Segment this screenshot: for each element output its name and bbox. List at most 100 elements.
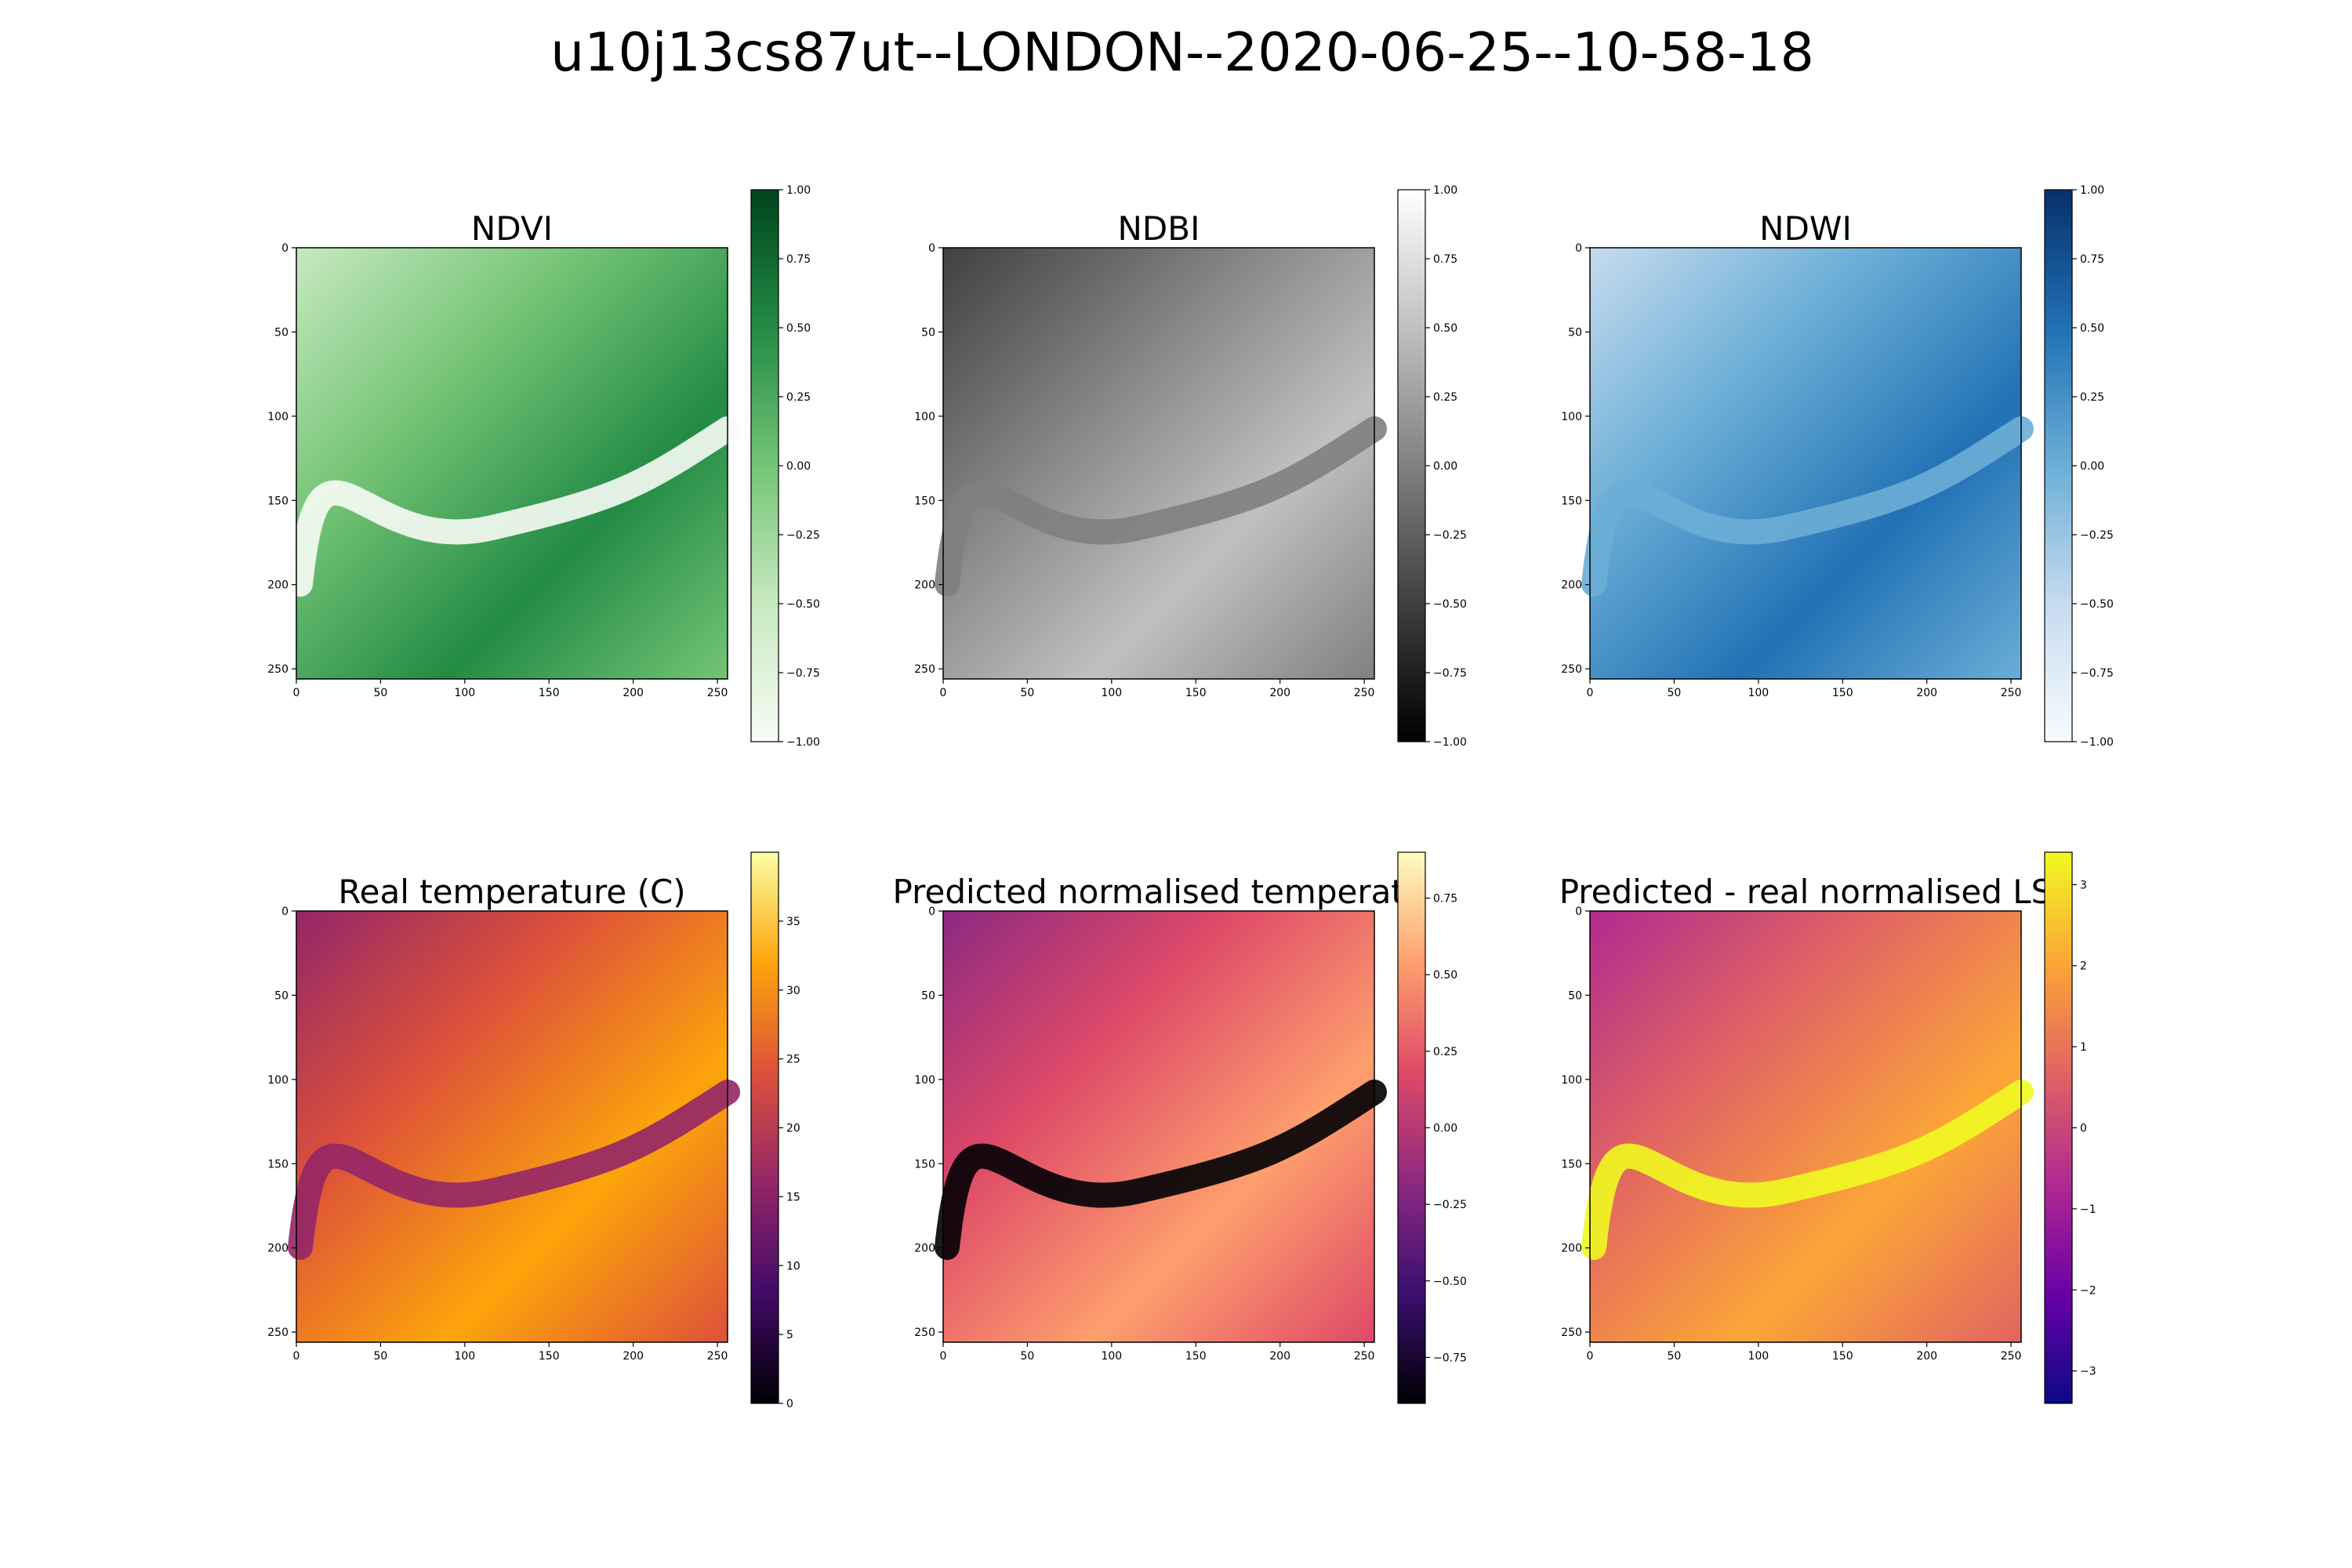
y-tick-label: 100 [914, 411, 935, 423]
colorbar-tick-label: −0.75 [1433, 667, 1467, 680]
river-band [1581, 1080, 2034, 1260]
colorbar [750, 189, 779, 742]
x-tick-label: 200 [1916, 1350, 1937, 1363]
colorbar-tick-label: 35 [786, 916, 800, 928]
colorbar [2044, 851, 2073, 1404]
colorbar-tick-label: 0.75 [1433, 893, 1457, 906]
colorbar-tick-label: −3 [2080, 1366, 2096, 1378]
colorbar-tick-label: 0.50 [1433, 969, 1457, 982]
colorbar-tick-label: −0.75 [2080, 667, 2114, 680]
x-tick-label: 50 [1021, 687, 1035, 699]
colorbar-tick-label: 10 [786, 1260, 800, 1272]
colorbar-tick-label: 5 [786, 1329, 793, 1341]
x-tick-label: 0 [293, 1350, 300, 1363]
river-band [288, 1080, 740, 1260]
y-tick-label: 0 [281, 906, 289, 918]
panel-6: Predicted - real normalised LS 0 50 100 150 2… [1559, 851, 2096, 1404]
y-tick-label: 0 [928, 906, 935, 918]
panel-4: Real temperature (C)0 50 100 150 200 25005010… [267, 851, 800, 1410]
colorbar [2044, 189, 2073, 742]
colorbar-tick-label: 0.25 [2080, 391, 2104, 404]
axes-frame [296, 247, 728, 680]
colorbar [1397, 851, 1426, 1404]
colorbar-tick-label: −1 [2080, 1203, 2096, 1216]
y-tick-label: 250 [1561, 663, 1582, 676]
colorbar-tick-label: 0 [786, 1398, 793, 1410]
x-tick-label: 250 [2001, 1350, 2022, 1363]
colorbar-tick-label: 20 [786, 1123, 800, 1135]
colorbar-tick-label: −0.25 [1433, 529, 1467, 542]
colorbar-tick-label: 1.00 [2080, 184, 2104, 197]
y-tick-label: 100 [914, 1074, 935, 1087]
river-band [935, 1080, 1387, 1260]
x-tick-label: 150 [1185, 687, 1207, 699]
y-tick-label: 200 [1561, 579, 1582, 592]
y-tick-label: 100 [1561, 1074, 1582, 1087]
y-tick-label: 250 [914, 1327, 935, 1339]
panel-title: Predicted - real normalised LS [1559, 873, 2053, 911]
colorbar-tick-label: −0.25 [1433, 1199, 1467, 1211]
axes-frame [942, 910, 1375, 1343]
x-tick-label: 200 [622, 687, 644, 699]
x-tick-label: 150 [1185, 1350, 1207, 1363]
y-tick-label: 200 [914, 579, 935, 592]
colorbar-tick-label: 0.00 [2080, 460, 2104, 473]
x-tick-label: 0 [293, 687, 300, 699]
colorbar-tick-label: 2 [2080, 960, 2087, 973]
colorbar-tick-label: −0.75 [786, 667, 820, 680]
x-tick-label: 100 [454, 1350, 475, 1363]
colorbar [1397, 189, 1426, 742]
x-tick-label: 150 [539, 687, 560, 699]
x-tick-label: 150 [1832, 1350, 1853, 1363]
x-tick-label: 50 [1668, 687, 1682, 699]
colorbar-tick-label: 0.50 [786, 322, 811, 335]
x-tick-label: 0 [1587, 1350, 1594, 1363]
colorbar-tick-label: 0.75 [1433, 253, 1457, 266]
x-tick-label: 200 [1269, 1350, 1290, 1363]
x-tick-label: 100 [1748, 1350, 1769, 1363]
colorbar-tick-label: 0.00 [1433, 460, 1457, 473]
river-band [288, 416, 740, 597]
y-tick-label: 250 [267, 663, 289, 676]
x-tick-label: 100 [1101, 687, 1122, 699]
y-tick-label: 0 [281, 242, 289, 255]
panel-2: NDBI 0 50 100 150 200 250 0 50 100 150 200 250 −1.00 −… [914, 184, 1467, 749]
colorbar-tick-label: −1.00 [2080, 736, 2114, 749]
y-tick-label: 200 [267, 1243, 289, 1255]
x-tick-label: 250 [1354, 1350, 1375, 1363]
y-tick-label: 100 [267, 411, 289, 423]
x-tick-label: 100 [454, 687, 475, 699]
colorbar-tick-label: 0.50 [2080, 322, 2104, 335]
colorbar-tick-label: −0.25 [786, 529, 820, 542]
y-tick-label: 150 [267, 495, 289, 507]
panel-3: NDWI 0 50 100 150 200 250 0 50 100 150 200 250 −1.00 −… [1561, 184, 2114, 749]
colorbar-tick-label: 1.00 [786, 184, 811, 197]
x-tick-label: 0 [1587, 687, 1594, 699]
y-tick-label: 200 [267, 579, 289, 592]
colorbar-tick-label: 3 [2080, 879, 2087, 891]
axes-frame [1589, 247, 2022, 680]
y-tick-label: 150 [267, 1158, 289, 1171]
panel-title: NDBI [1118, 209, 1200, 248]
colorbar-tick-label: 0.75 [2080, 253, 2104, 266]
river-band [935, 416, 1387, 597]
colorbar-tick-label: −0.50 [1433, 1276, 1467, 1288]
panel-1: NDVI 0 50 100 150 200 250 0 50 100 150 200 250 −1.00 −… [267, 184, 820, 749]
x-tick-label: 150 [539, 1350, 560, 1363]
x-tick-label: 50 [1668, 1350, 1682, 1363]
x-tick-label: 200 [1269, 687, 1290, 699]
y-tick-label: 50 [274, 326, 289, 339]
x-tick-label: 0 [940, 687, 947, 699]
y-tick-label: 250 [267, 1327, 289, 1339]
colorbar-tick-label: −0.25 [2080, 529, 2114, 542]
x-tick-label: 250 [1354, 687, 1375, 699]
y-tick-label: 150 [1561, 495, 1582, 507]
colorbar-tick-label: −1.00 [1433, 736, 1467, 749]
x-tick-label: 250 [707, 1350, 728, 1363]
x-tick-label: 0 [940, 1350, 947, 1363]
y-tick-label: 100 [267, 1074, 289, 1087]
y-tick-label: 50 [1568, 989, 1582, 1002]
y-tick-label: 250 [1561, 1327, 1582, 1339]
figure-title: u10j13cs87ut--LONDON--2020-06-25--10-58-… [550, 22, 1814, 84]
